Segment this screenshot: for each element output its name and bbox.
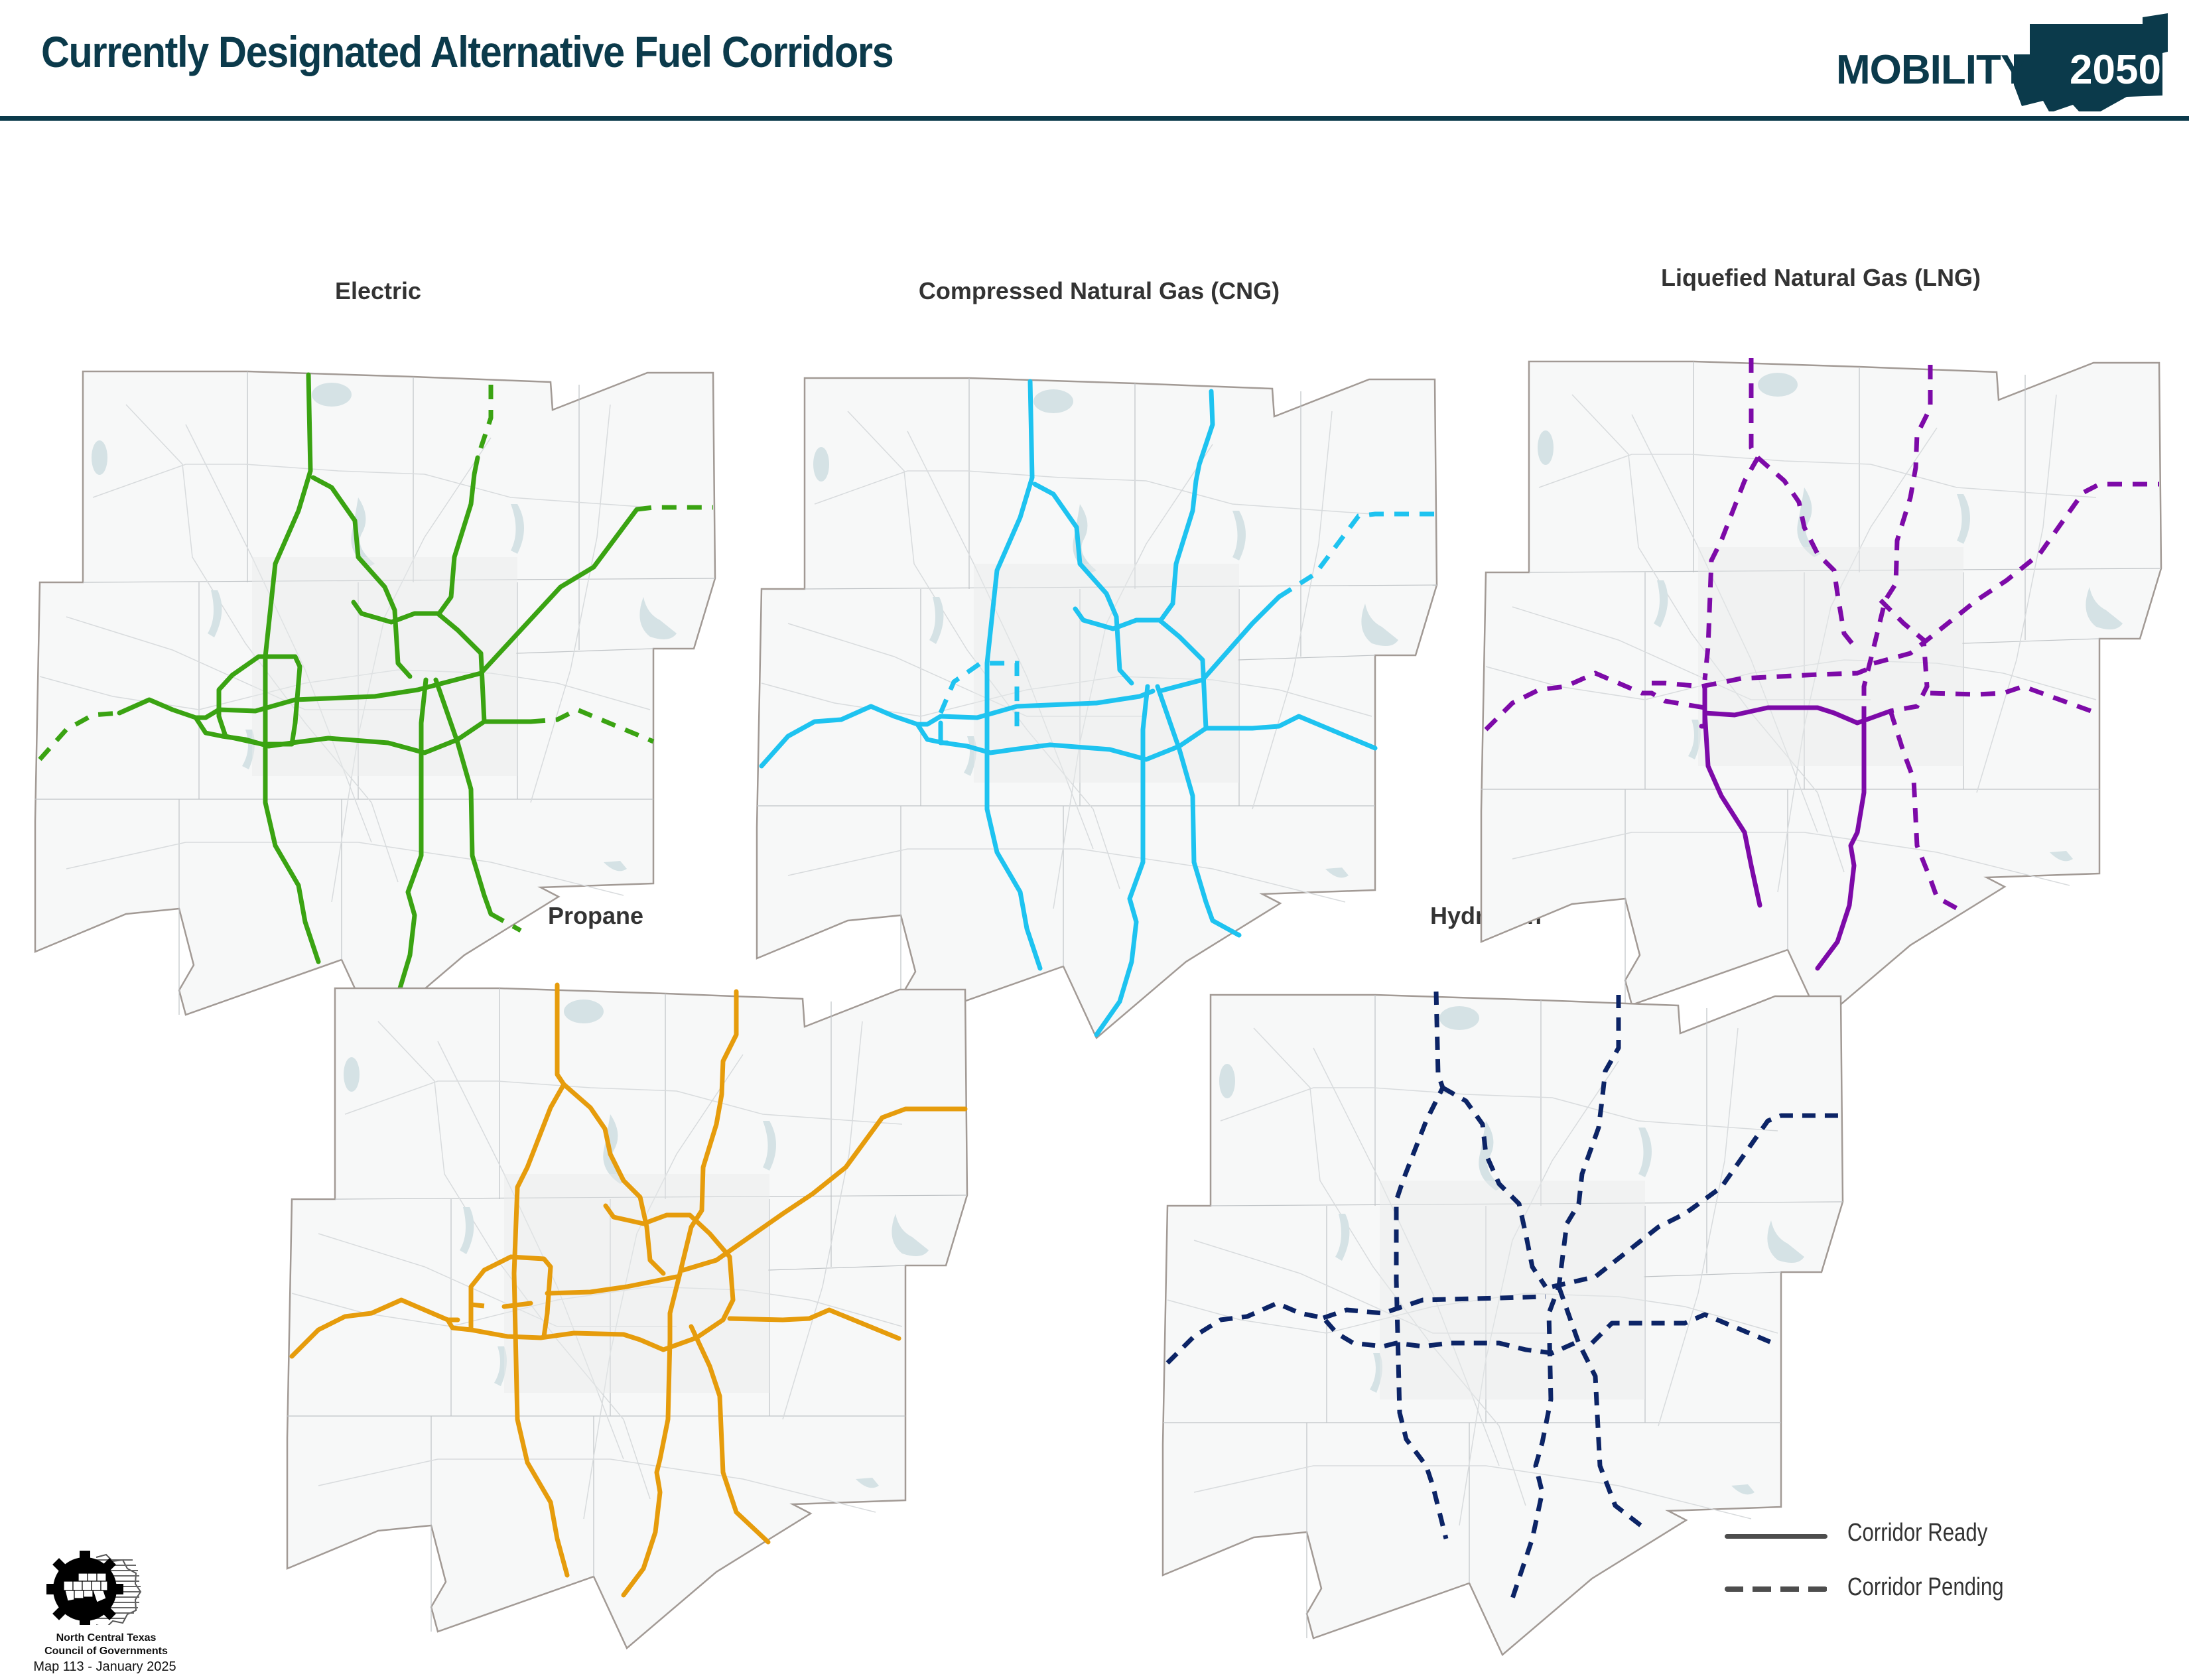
corridors-ready <box>117 375 639 1028</box>
region-basemap <box>756 377 1438 1039</box>
corridors-pending <box>40 385 713 931</box>
legend-label: Corridor Pending <box>1847 1573 2004 1601</box>
legend-label: Corridor Ready <box>1847 1519 1988 1547</box>
mobility-2050-logo: MOBILITY 2050 <box>1831 12 2176 119</box>
solid-line-swatch-icon <box>1725 1534 1827 1539</box>
corridors-ready <box>762 381 1375 1035</box>
header-divider <box>0 116 2189 121</box>
map-hydrogen <box>1154 962 1847 1661</box>
map-id: Map 113 - January 2025 <box>33 1659 176 1674</box>
region-silhouette-icon <box>2014 13 2168 119</box>
page-title: Currently Designated Alternative Fuel Co… <box>41 27 894 76</box>
map-title-propane: Propane <box>547 902 644 929</box>
region-basemap <box>1161 994 1844 1656</box>
nctcog-logo: North Central Texas Council of Governmen… <box>33 1545 176 1674</box>
gear-icon <box>46 1551 142 1625</box>
region-basemap <box>1480 360 2162 1023</box>
map-electric <box>27 338 720 1038</box>
brand-word: MOBILITY <box>1836 47 2028 93</box>
region-basemap <box>34 370 716 1033</box>
map-title-cng: Compressed Natural Gas (CNG) <box>918 277 1280 304</box>
map-propane <box>279 955 972 1655</box>
corridors-ready <box>1699 684 1893 971</box>
corridors-pending <box>938 511 1435 730</box>
map-title-electric: Electric <box>334 277 422 304</box>
brand-number: 2050 <box>2070 47 2161 93</box>
corridors-ready <box>289 982 968 1598</box>
corridors-pending <box>1484 358 2159 915</box>
region-basemap <box>286 987 968 1649</box>
corridors-pending <box>470 1302 492 1309</box>
map-lng <box>1473 328 2166 1028</box>
map-title-lng: Liquefied Natural Gas (LNG) <box>1660 264 1981 291</box>
map-cng <box>748 345 1441 1045</box>
dashed-line-swatch-icon <box>1725 1586 1827 1592</box>
corridors-pending <box>1165 991 1841 1600</box>
org-name: North Central Texas Council of Governmen… <box>44 1632 168 1657</box>
